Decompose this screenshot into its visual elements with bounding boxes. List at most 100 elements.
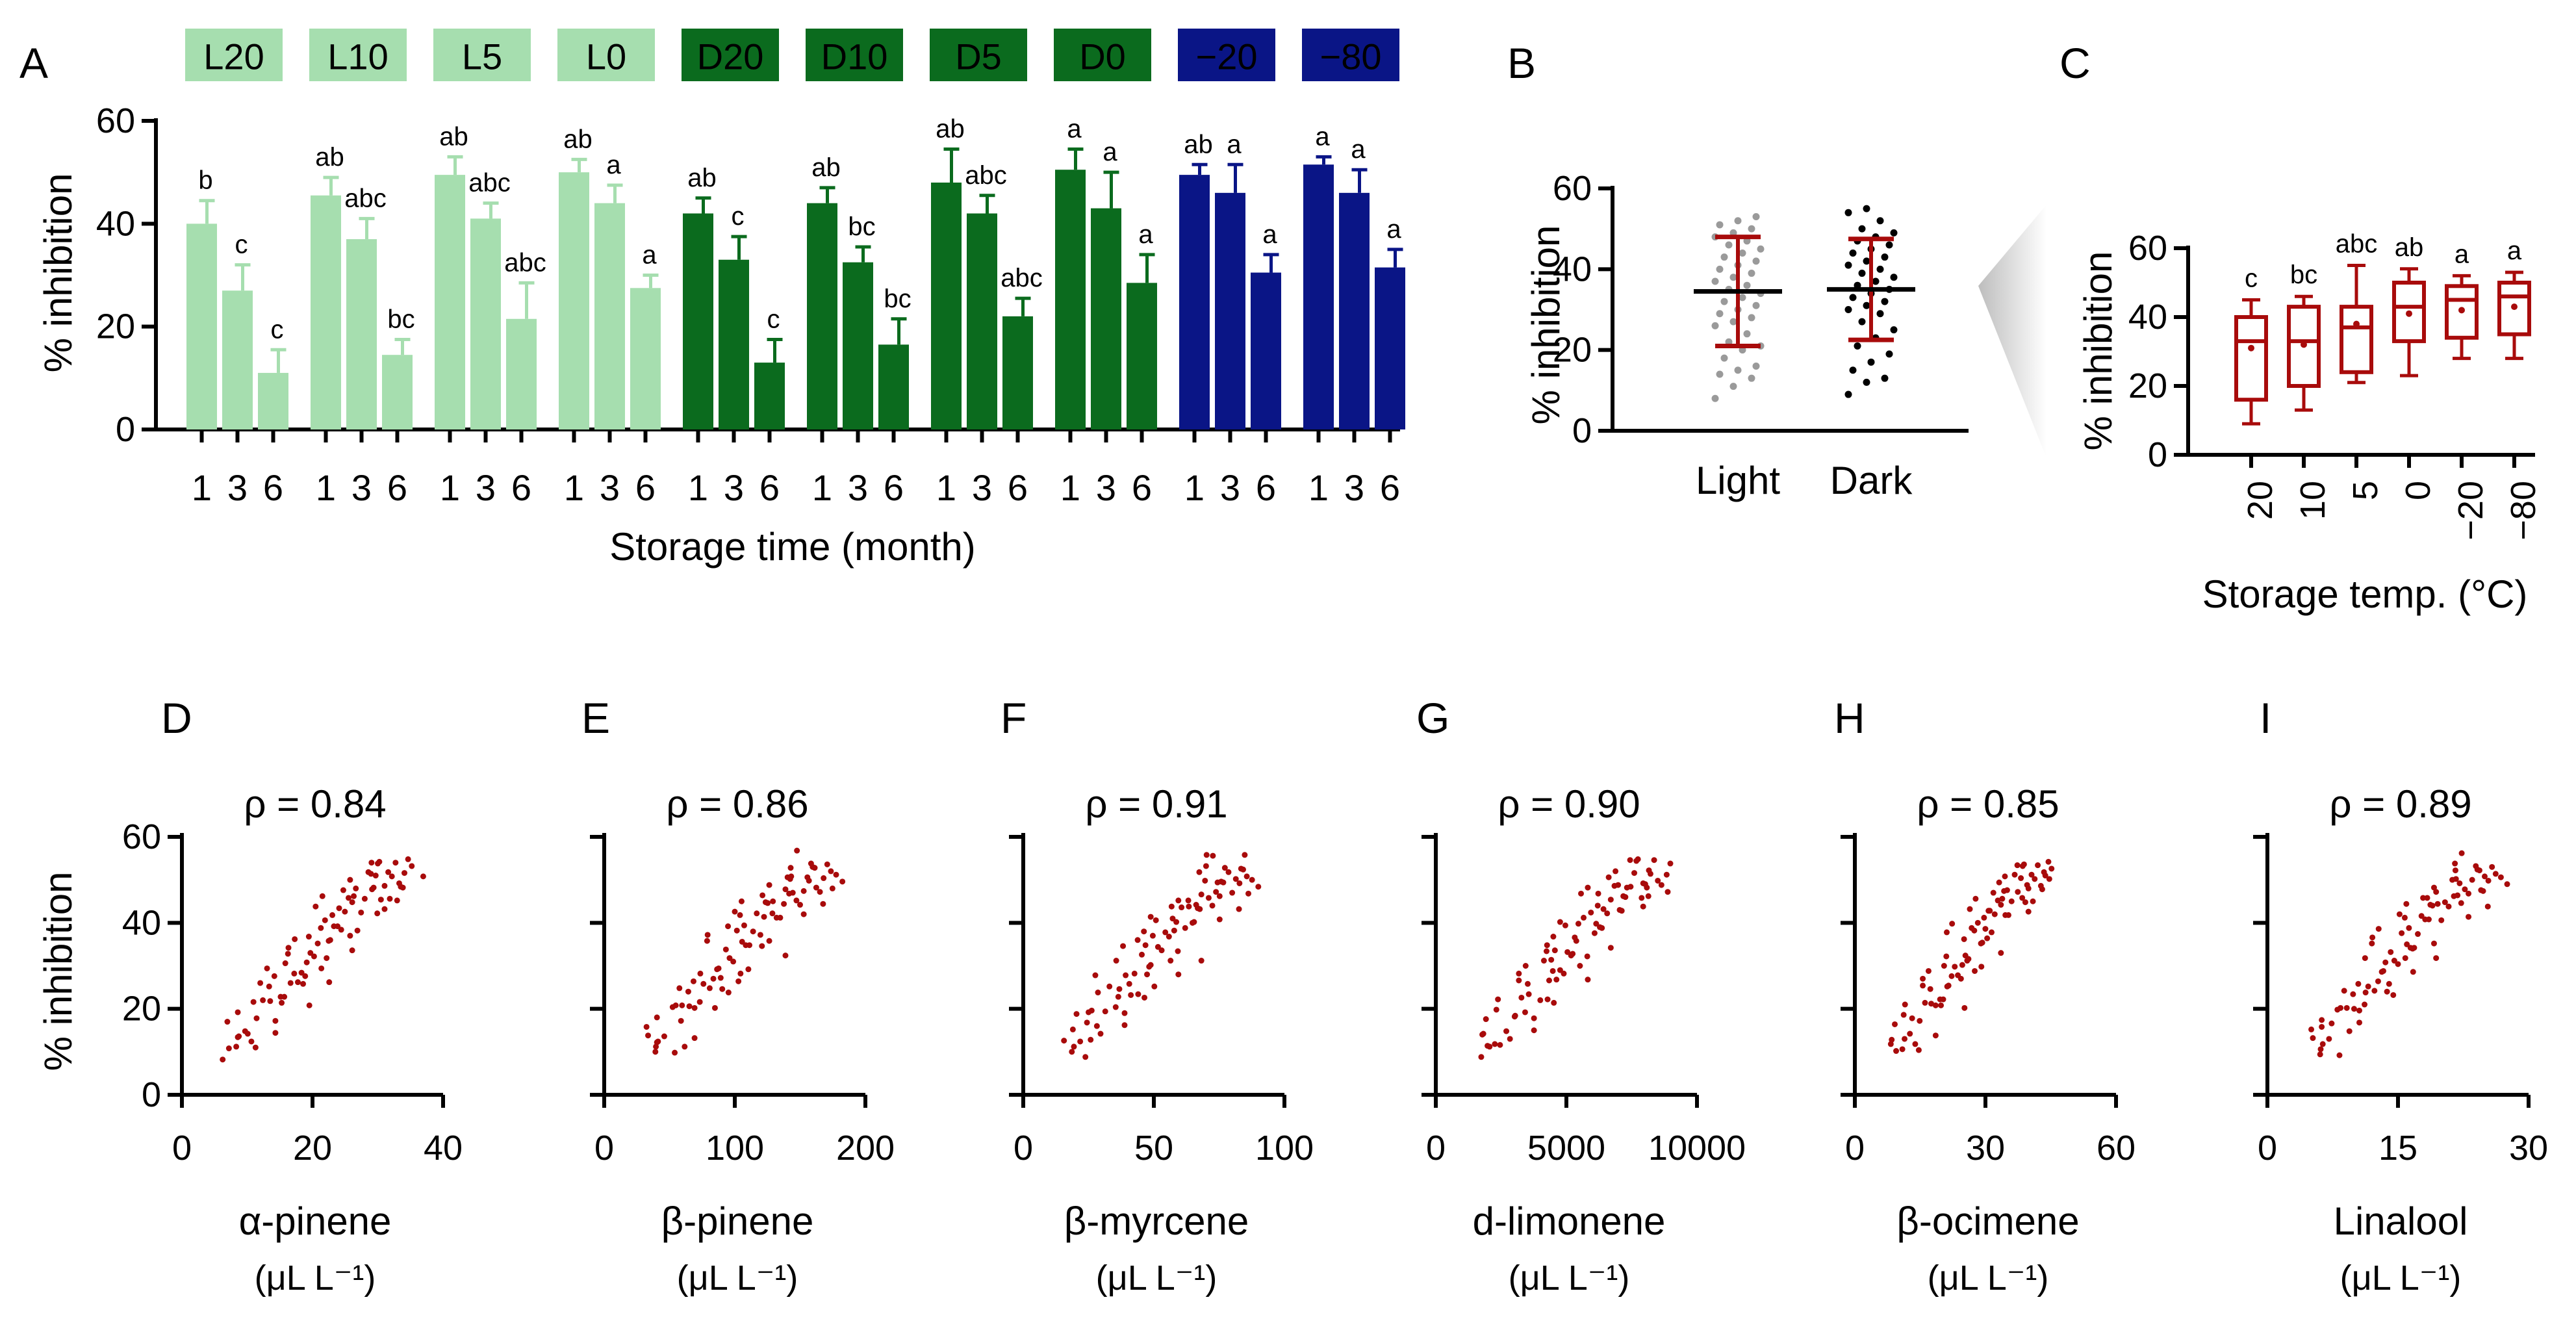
data-point — [1984, 935, 1991, 941]
data-point — [1940, 996, 1946, 1003]
data-point — [2030, 898, 2036, 904]
data-point — [2453, 876, 2459, 882]
data-point — [1978, 940, 1984, 947]
data-point — [2401, 914, 2408, 921]
data-point — [1858, 318, 1866, 326]
data-point — [1112, 1004, 1119, 1010]
data-point — [347, 876, 353, 883]
scatter-panel-h: Hρ = 0.85 0 30 60 β-ocimene (μL L⁻¹) — [1834, 694, 2136, 1298]
data-point — [1890, 274, 1898, 281]
legend-label: D20 — [697, 36, 764, 77]
panels-d-to-i: Dρ = 0.84 0 20 40 60 0 20 40 % inhibition α-pinen… — [36, 694, 2548, 1298]
data-point — [1902, 1036, 1908, 1042]
legend-swatch — [185, 29, 283, 81]
data-point — [1881, 253, 1889, 261]
data-point — [351, 893, 357, 899]
data-point — [1525, 991, 1532, 997]
data-point — [1995, 897, 2001, 904]
data-point — [1551, 999, 1557, 1006]
x-tick-label: 0 — [1014, 1129, 1033, 1168]
data-point — [1849, 294, 1857, 301]
data-point — [1588, 909, 1594, 915]
data-point — [1651, 857, 1657, 863]
data-point — [272, 1030, 279, 1036]
significance-letter: bc — [2290, 261, 2317, 289]
data-point — [1546, 977, 1552, 984]
scatter-panel-e: Eρ = 0.86 0 100 200 β-pinene (μL L⁻¹) — [581, 694, 895, 1298]
data-point — [691, 1035, 698, 1042]
data-point — [2369, 934, 2376, 941]
bar — [1091, 208, 1121, 429]
data-point — [2462, 886, 2468, 893]
data-point — [224, 1019, 231, 1025]
data-point — [381, 906, 388, 912]
data-point — [2445, 903, 2452, 910]
x-tick-label: 6 — [1380, 467, 1400, 508]
data-point — [2430, 940, 2437, 947]
data-point — [358, 909, 364, 915]
data-point — [1585, 884, 1591, 891]
data-point — [374, 910, 381, 917]
bar — [1251, 272, 1281, 429]
data-point — [312, 903, 319, 910]
data-point — [1158, 947, 1165, 954]
data-point — [314, 940, 321, 947]
bar — [931, 183, 962, 429]
data-point — [1069, 1026, 1076, 1032]
data-point — [1093, 1023, 1100, 1029]
correlation-coefficient: ρ = 0.89 — [2329, 782, 2471, 826]
data-point — [1225, 869, 1232, 875]
data-point — [225, 1045, 232, 1052]
x-tick-label: 3 — [227, 467, 248, 508]
x-axis-label: β-pinene — [661, 1199, 814, 1243]
significance-letter: bc — [848, 212, 875, 241]
x-tick-label: 3 — [1344, 467, 1364, 508]
significance-letter: a — [1351, 135, 1366, 164]
data-point — [2326, 1036, 2332, 1042]
data-point — [782, 886, 789, 893]
data-point — [1631, 870, 1638, 876]
data-point — [808, 860, 814, 867]
y-tick-label: 20 — [96, 307, 135, 346]
data-point — [1752, 363, 1760, 370]
data-point — [1168, 903, 1175, 910]
data-point — [643, 1023, 650, 1030]
data-point — [1175, 897, 1182, 904]
data-point — [1858, 225, 1866, 233]
bar — [843, 262, 873, 429]
x-tick-label: 3 — [476, 467, 496, 508]
data-point — [2004, 887, 2010, 893]
data-point — [1932, 1002, 1939, 1008]
data-point — [1088, 1036, 1094, 1043]
data-point — [1613, 868, 1619, 875]
legend-swatch — [1054, 29, 1151, 81]
data-point — [1169, 915, 1176, 922]
data-point — [1752, 301, 1760, 309]
data-point — [1221, 865, 1228, 871]
bar — [1375, 267, 1405, 429]
data-point — [1734, 366, 1742, 374]
y-tick-label: 60 — [122, 817, 161, 856]
data-point — [710, 975, 717, 982]
significance-letter: c — [235, 231, 248, 259]
data-point — [369, 886, 376, 893]
data-point — [1205, 895, 1212, 901]
x-tick-label: 1 — [192, 467, 212, 508]
data-point — [782, 953, 789, 959]
data-point — [1948, 973, 1955, 979]
bar — [878, 344, 909, 429]
data-point — [2002, 873, 2008, 880]
data-point — [1198, 958, 1205, 964]
panel-label-e: E — [581, 694, 610, 742]
data-point — [302, 973, 309, 979]
data-point — [1142, 942, 1149, 949]
mean-marker — [2511, 303, 2518, 311]
data-point — [1478, 1054, 1485, 1060]
significance-letter: abc — [2336, 230, 2378, 259]
y-tick-label: 40 — [2128, 298, 2167, 337]
data-point — [797, 902, 803, 908]
data-point — [1210, 852, 1216, 859]
data-point — [1902, 1001, 1908, 1008]
data-point — [1725, 241, 1733, 249]
